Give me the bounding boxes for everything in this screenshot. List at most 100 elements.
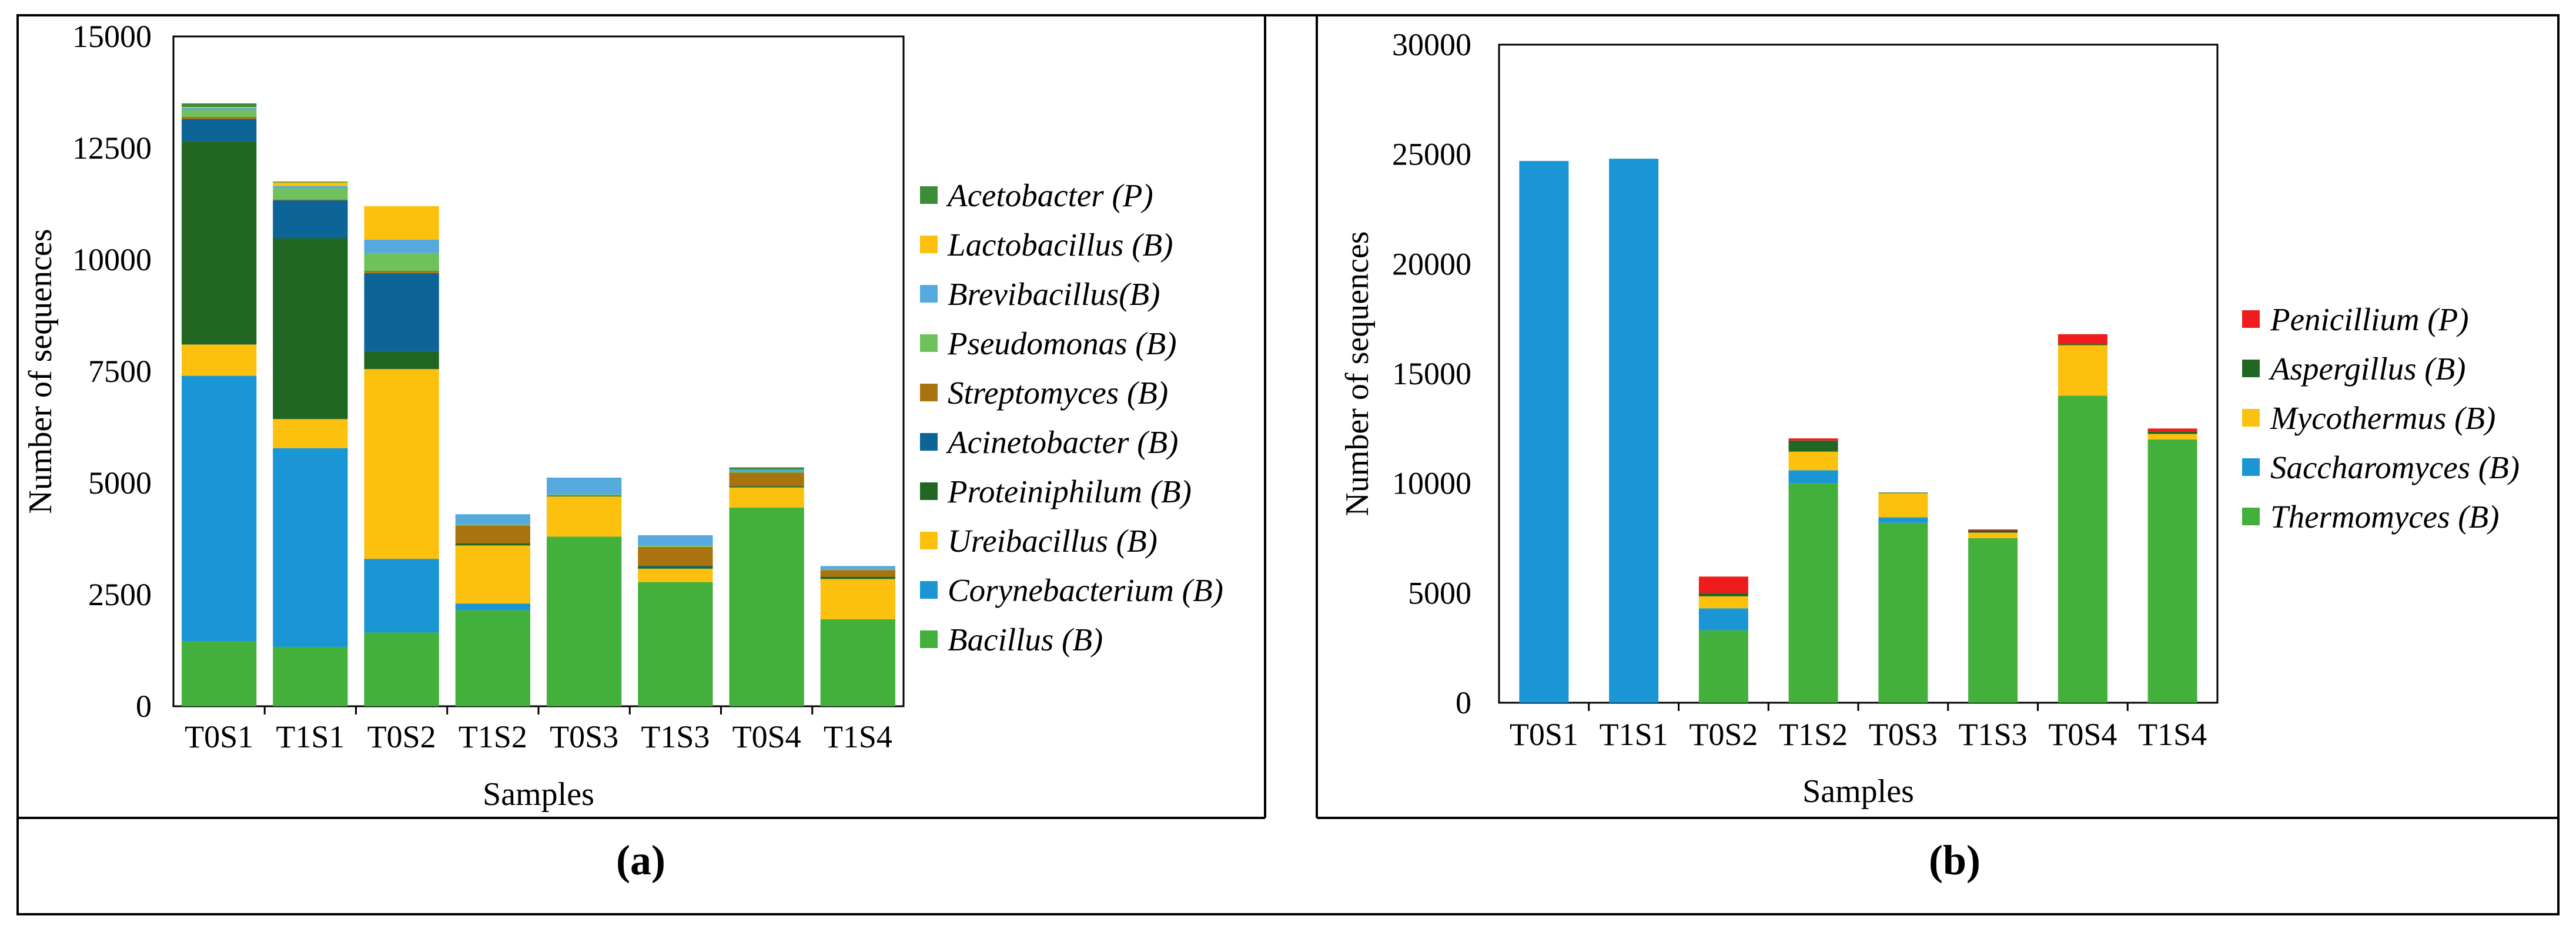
- y-axis-title-b: Number of sequences: [1339, 231, 1376, 516]
- legend-swatch-a-5: [920, 433, 938, 451]
- legend-swatch-b-4: [2242, 508, 2260, 525]
- bar-a-t1s1-series-6: [273, 188, 348, 200]
- x-axis-title-a: Samples: [483, 776, 594, 813]
- x-tick-label-b-t1s4: T1S4: [2138, 717, 2207, 752]
- bar-b-t1s1-series-1: [1609, 159, 1659, 703]
- bar-b-t0s4-series-0: [2058, 395, 2107, 703]
- bar-a-t1s2-series-3: [455, 543, 530, 546]
- x-tick-label-b-t0s1: T0S1: [1510, 717, 1578, 752]
- bar-a-t1s3-series-2: [638, 568, 713, 582]
- x-tick-label-b-t1s3: T1S3: [1959, 717, 2028, 752]
- bar-b-t0s4-series-3: [2058, 344, 2107, 345]
- bar-b-t0s4-series-4: [2058, 334, 2107, 344]
- bar-a-t0s2-series-3: [364, 351, 439, 370]
- bar-b-t0s3-series-3: [1878, 492, 1928, 494]
- legend-label-a-8: Corynebacterium (B): [948, 572, 1223, 608]
- x-ticks-a: T0S1 T1S1 T0S2 T1S2 T0S3 T1S3 T0S4 T1S4: [185, 706, 892, 754]
- bar-b-t1s2-series-4: [1788, 438, 1838, 441]
- legend-swatch-b-2: [2242, 409, 2260, 427]
- y-tick-label-a-2: 5000: [88, 465, 152, 501]
- legend-swatch-b-1: [2242, 360, 2260, 377]
- bar-a-t0s4-series-6: [729, 472, 804, 473]
- legend-swatch-b-0: [2242, 310, 2260, 328]
- y-tick-label-b-0: 0: [1456, 685, 1471, 720]
- bar-a-t1s4-series-3: [820, 576, 895, 579]
- legend-swatch-a-0: [920, 186, 938, 204]
- bar-a-t1s1-series-2: [273, 419, 348, 448]
- y-tick-label-b-4: 20000: [1392, 246, 1471, 281]
- bar-a-t1s1-series-7: [273, 186, 348, 189]
- bar-b-t1s4-series-4: [2147, 428, 2197, 432]
- bar-b-t1s2-series-2: [1788, 451, 1838, 471]
- y-tick-label-b-6: 30000: [1392, 27, 1471, 62]
- legend-label-b-0: Penicillium (P): [2270, 301, 2469, 337]
- bar-b-t1s3-series-4: [1968, 529, 2018, 531]
- bar-a-t0s1-series-2: [182, 344, 257, 376]
- bar-a-t1s1-series-0: [273, 646, 348, 706]
- bar-b-t0s1-series-1: [1519, 160, 1569, 703]
- bar-b-t0s2-series-2: [1698, 596, 1748, 609]
- bar-a-t1s1-series-3: [273, 238, 348, 420]
- bar-b-t0s4-series-2: [2058, 345, 2107, 396]
- y-tick-label-b-2: 10000: [1392, 466, 1471, 501]
- y-tick-label-b-5: 25000: [1392, 137, 1471, 172]
- bar-a-t0s1-series-3: [182, 141, 257, 345]
- bar-a-t0s1-series-0: [182, 641, 257, 706]
- bar-a-t1s3-series-4: [638, 565, 713, 567]
- x-tick-label-a-t1s1: T1S1: [276, 719, 344, 754]
- legend-label-a-9: Bacillus (B): [948, 622, 1103, 657]
- bars-group-b: [1519, 159, 2197, 703]
- bar-a-t1s1-series-1: [273, 448, 348, 647]
- y-tick-label-b-1: 5000: [1408, 575, 1471, 610]
- bar-b-t1s3-series-0: [1968, 538, 2018, 703]
- bar-a-t0s1-series-1: [182, 375, 257, 642]
- bar-a-t1s2-series-2: [455, 545, 530, 604]
- x-tick-label-a-t1s2: T1S2: [459, 719, 527, 754]
- bar-a-t0s2-series-1: [364, 559, 439, 633]
- bar-a-t0s2-series-2: [364, 369, 439, 559]
- legend-label-a-0: Acetobacter (P): [945, 177, 1153, 213]
- bar-b-t1s3-series-2: [1968, 532, 2018, 538]
- x-tick-label-a-t0s3: T0S3: [550, 719, 618, 754]
- x-tick-label-b-t1s1: T1S1: [1600, 717, 1668, 752]
- bar-b-t0s2-series-4: [1698, 576, 1748, 593]
- bar-b-t1s3-series-3: [1968, 530, 2018, 533]
- bar-a-t1s2-series-5: [455, 525, 530, 543]
- bar-a-t1s3-series-3: [638, 566, 713, 569]
- bar-a-t1s1-series-5: [273, 199, 348, 200]
- x-tick-label-b-t0s2: T0S2: [1689, 717, 1758, 752]
- bar-a-t1s2-series-1: [455, 603, 530, 610]
- bar-a-t1s3-series-6: [638, 546, 713, 547]
- bar-a-t1s1-series-4: [273, 200, 348, 239]
- bar-b-t0s3-series-0: [1878, 522, 1928, 703]
- bar-a-t0s3-series-2: [547, 496, 622, 537]
- legend-swatch-a-2: [920, 285, 938, 303]
- bar-b-t1s2-series-1: [1788, 470, 1838, 484]
- legend-label-a-4: Streptomyces (B): [948, 375, 1168, 411]
- y-tick-label-a-3: 7500: [88, 354, 152, 389]
- bar-a-t0s2-series-8: [364, 206, 439, 240]
- legend-label-b-4: Thermomyces (B): [2270, 499, 2499, 535]
- bar-a-t0s2-series-6: [364, 253, 439, 271]
- y-axis-title-a: Number of sequences: [22, 229, 59, 514]
- bar-a-t0s1-series-8: [182, 107, 257, 108]
- panel-label-b: (b): [1929, 837, 1980, 884]
- legend-swatch-a-3: [920, 334, 938, 352]
- legend-label-b-1: Aspergillus (B): [2268, 351, 2466, 387]
- legend-label-b-2: Mycothermus (B): [2270, 400, 2495, 436]
- legend-a: Acetobacter (P) Lactobacillus (B) Brevibac…: [920, 177, 1223, 657]
- x-axis-title-b: Samples: [1802, 773, 1914, 810]
- bar-a-t1s2-series-6: [455, 524, 530, 526]
- y-tick-label-a-0: 0: [136, 689, 152, 724]
- bar-a-t1s1-series-8: [273, 182, 348, 186]
- bar-a-t1s4-series-6: [820, 569, 895, 571]
- bar-a-t0s2-series-5: [364, 271, 439, 273]
- y-ticks-a: 0 2500 5000 7500 10000 12500 15000: [72, 19, 152, 724]
- legend-label-a-6: Proteiniphilum (B): [947, 474, 1192, 509]
- legend-label-a-1: Lactobacillus (B): [947, 227, 1173, 263]
- bars-group-a: [182, 103, 895, 706]
- y-tick-label-a-5: 12500: [72, 130, 152, 166]
